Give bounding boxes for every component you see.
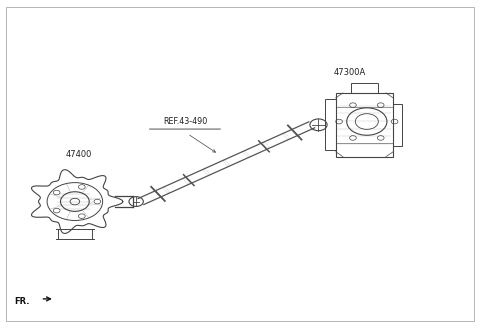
Text: 47300A: 47300A [333,69,366,77]
Bar [336,93,393,157]
Bar [393,104,402,146]
Text: FR.: FR. [14,297,30,306]
Bar [351,83,378,93]
Bar [325,99,336,150]
Text: REF.43-490: REF.43-490 [163,117,207,126]
Text: 47400: 47400 [65,150,92,159]
